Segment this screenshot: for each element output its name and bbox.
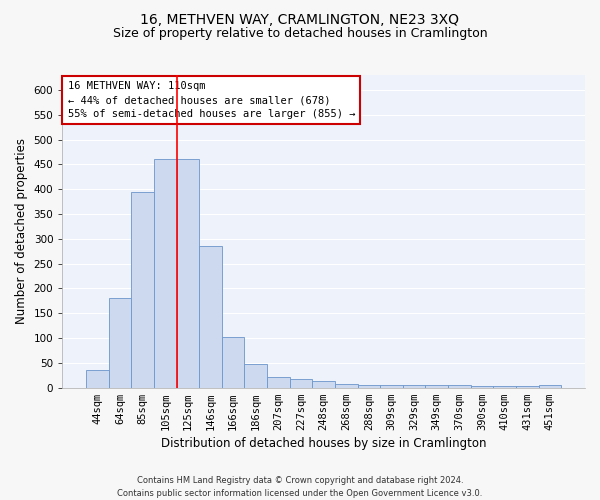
- Bar: [313, 381, 335, 388]
- Text: 16 METHVEN WAY: 110sqm
← 44% of detached houses are smaller (678)
55% of semi-de: 16 METHVEN WAY: 110sqm ← 44% of detached…: [68, 82, 355, 120]
- Bar: [131, 192, 154, 388]
- Bar: [267, 378, 290, 388]
- Text: 16, METHVEN WAY, CRAMLINGTON, NE23 3XQ: 16, METHVEN WAY, CRAMLINGTON, NE23 3XQ: [140, 12, 460, 26]
- Bar: [539, 385, 561, 388]
- Bar: [290, 379, 313, 388]
- Text: Contains HM Land Registry data © Crown copyright and database right 2024.
Contai: Contains HM Land Registry data © Crown c…: [118, 476, 482, 498]
- Bar: [109, 298, 131, 388]
- Bar: [380, 385, 403, 388]
- Bar: [516, 386, 539, 388]
- Bar: [358, 385, 380, 388]
- Bar: [448, 385, 471, 388]
- Bar: [471, 386, 493, 388]
- Bar: [222, 336, 244, 388]
- Bar: [176, 160, 199, 388]
- Y-axis label: Number of detached properties: Number of detached properties: [15, 138, 28, 324]
- Bar: [493, 386, 516, 388]
- Bar: [425, 385, 448, 388]
- Bar: [86, 370, 109, 388]
- Bar: [335, 384, 358, 388]
- Bar: [244, 364, 267, 388]
- X-axis label: Distribution of detached houses by size in Cramlington: Distribution of detached houses by size …: [161, 437, 487, 450]
- Text: Size of property relative to detached houses in Cramlington: Size of property relative to detached ho…: [113, 28, 487, 40]
- Bar: [199, 246, 222, 388]
- Bar: [154, 160, 176, 388]
- Bar: [403, 385, 425, 388]
